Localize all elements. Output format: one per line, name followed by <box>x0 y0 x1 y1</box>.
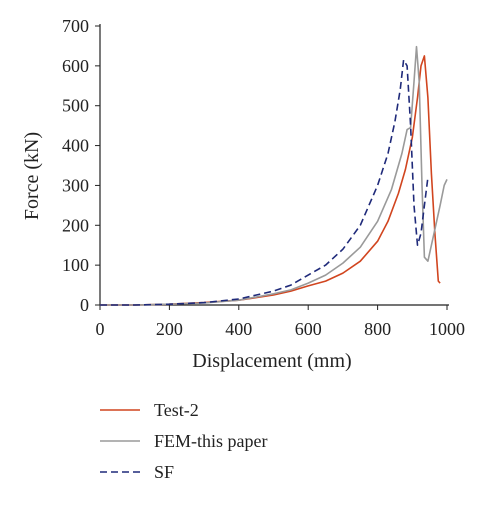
x-tick-label: 400 <box>225 319 252 339</box>
x-tick-label: 600 <box>295 319 322 339</box>
y-tick-label: 400 <box>62 136 89 156</box>
y-tick-label: 100 <box>62 255 89 275</box>
series-lines <box>100 45 448 306</box>
x-tick-label: 0 <box>96 319 105 339</box>
legend-label: SF <box>154 462 174 482</box>
y-tick-label: 300 <box>62 175 89 195</box>
x-tick-label: 200 <box>156 319 183 339</box>
x-tick-label: 1000 <box>429 319 465 339</box>
series-line-fem-this-paper <box>100 45 448 306</box>
y-tick-label: 700 <box>62 16 89 36</box>
y-tick-label: 0 <box>80 295 89 315</box>
x-tick-label: 800 <box>364 319 391 339</box>
x-axis-label: Displacement (mm) <box>192 350 351 372</box>
legend-label: Test-2 <box>154 400 199 420</box>
series-line-sf <box>100 59 429 306</box>
y-tick-label: 600 <box>62 56 89 76</box>
y-tick-label: 200 <box>62 215 89 235</box>
legend-label: FEM-this paper <box>154 431 267 451</box>
tick-marks: 0 200 400 600 800 1000 0 100 200 300 400 500 600 700 <box>62 16 465 339</box>
y-axis-label: Force (kN) <box>21 132 43 220</box>
series-line-test-2 <box>100 55 441 306</box>
y-tick-label: 500 <box>62 96 89 116</box>
legend: Test-2 FEM-this paper SF <box>100 400 267 482</box>
axes <box>99 24 449 306</box>
